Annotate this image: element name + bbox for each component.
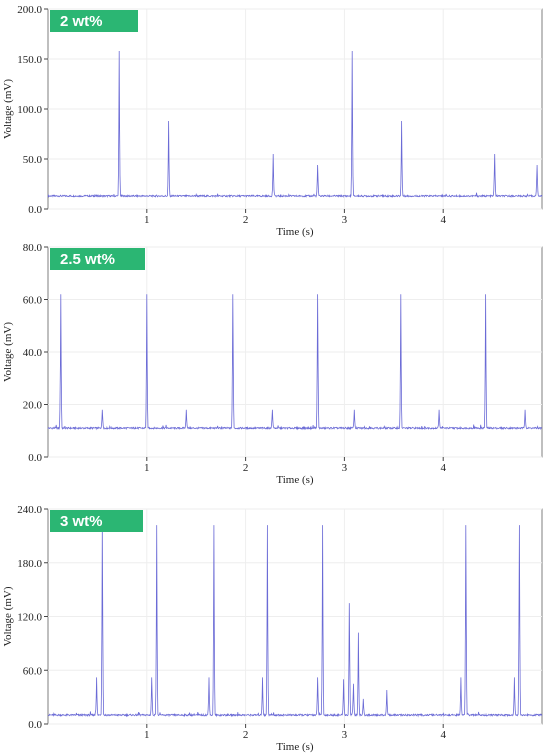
y-tick-label: 80.0 <box>23 242 43 254</box>
y-tick-label: 0.0 <box>28 719 42 731</box>
y-tick-label: 240.0 <box>17 504 42 516</box>
series-line <box>47 525 543 718</box>
x-axis-label: Time (s) <box>276 741 314 753</box>
x-axis-label: Time (s) <box>276 474 314 486</box>
x-tick-label: 2 <box>243 729 249 741</box>
y-tick-label: 120.0 <box>17 612 42 624</box>
y-tick-label: 60.0 <box>23 665 43 677</box>
y-tick-label: 0.0 <box>28 452 42 464</box>
chart-3: 1 2 3 4 0.0 60.0 120.0 180.0 240.0 Time (s) Voltag… <box>2 504 543 753</box>
x-axis-label: Time (s) <box>276 226 314 238</box>
x-tick-label: 4 <box>440 214 446 226</box>
x-tick-label: 3 <box>342 729 348 741</box>
y-tick-label: 50.0 <box>23 154 43 166</box>
concentration-badge <box>50 248 145 270</box>
x-tick-label: 4 <box>440 462 446 474</box>
y-axis-label: Voltage (mV) <box>2 322 14 382</box>
x-tick-label: 1 <box>144 214 150 226</box>
x-tick-label: 4 <box>440 729 446 741</box>
concentration-badge-label: 3 wt% <box>60 513 103 530</box>
y-axis-label: Voltage (mV) <box>2 79 14 139</box>
y-tick-label: 60.0 <box>23 295 43 307</box>
y-tick-label: 0.0 <box>28 204 42 216</box>
y-tick-label: 150.0 <box>17 54 42 66</box>
y-tick-label: 100.0 <box>17 104 42 116</box>
x-tick-label: 2 <box>243 462 249 474</box>
concentration-badge <box>50 10 138 32</box>
x-tick-label: 3 <box>342 214 348 226</box>
y-tick-label: 180.0 <box>17 558 42 570</box>
y-axis-label: Voltage (mV) <box>2 586 14 646</box>
concentration-badge-label: 2.5 wt% <box>60 251 115 268</box>
x-tick-label: 1 <box>144 462 150 474</box>
y-tick-label: 40.0 <box>23 347 43 359</box>
y-tick-label: 200.0 <box>17 4 42 16</box>
concentration-badge-label: 2 wt% <box>60 13 103 30</box>
chart-1: 1 2 3 4 0.0 50.0 100.0 150.0 200.0 Time (s) Voltag… <box>2 4 543 238</box>
x-tick-label: 2 <box>243 214 249 226</box>
x-tick-label: 3 <box>342 462 348 474</box>
x-tick-label: 1 <box>144 729 150 741</box>
series-line <box>47 294 542 431</box>
y-tick-label: 20.0 <box>23 400 43 412</box>
series-line <box>47 50 543 199</box>
concentration-badge <box>50 510 143 532</box>
